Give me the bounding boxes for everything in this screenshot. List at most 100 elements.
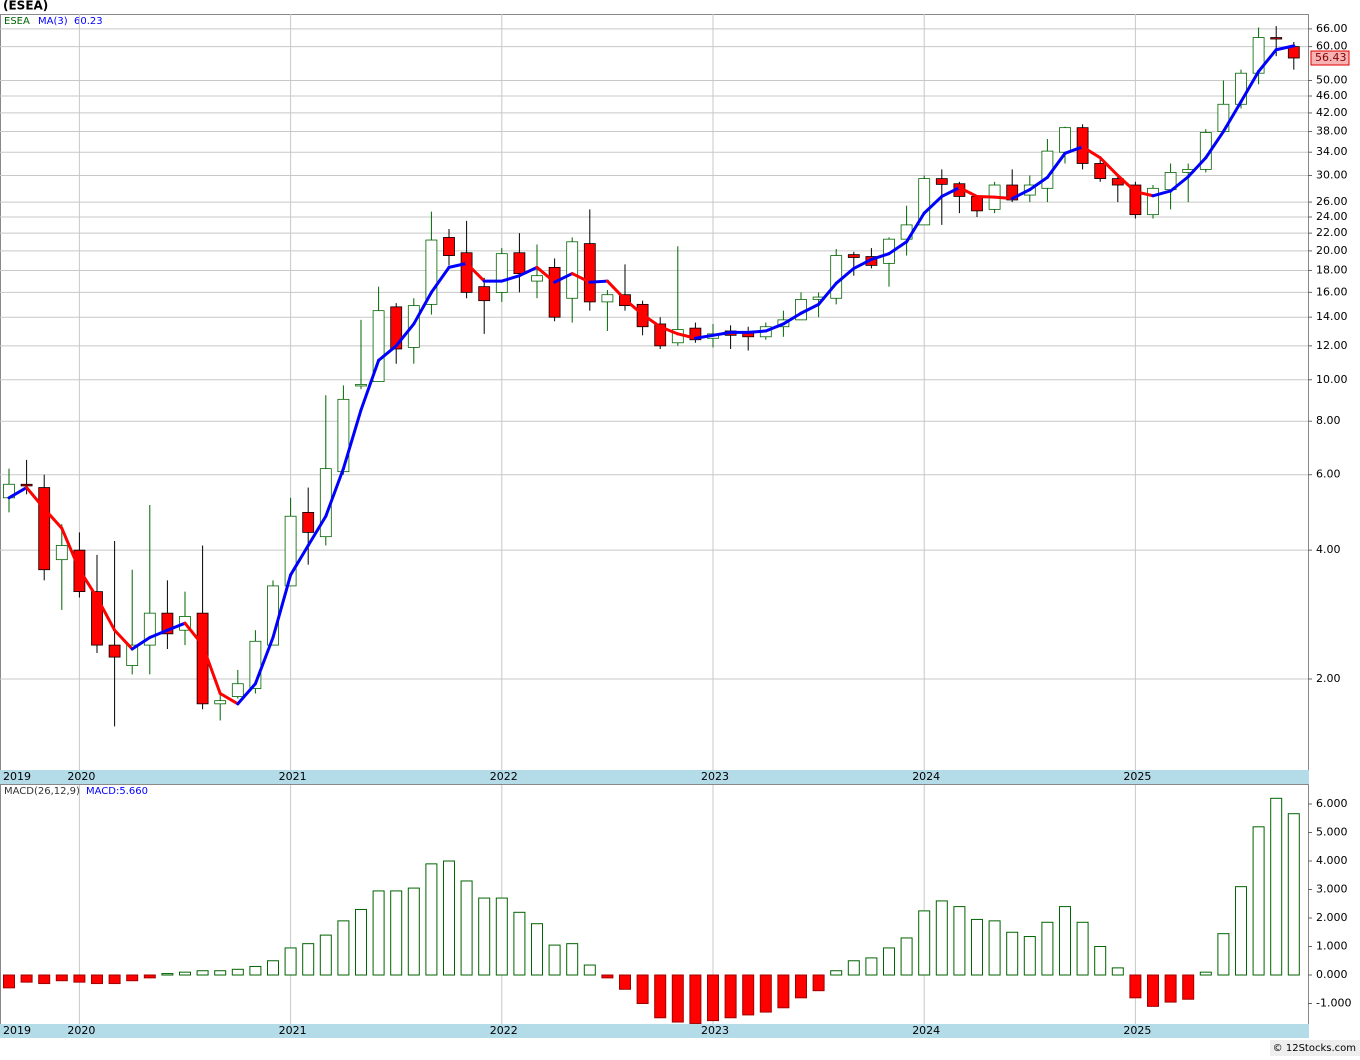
ma-line xyxy=(1186,156,1208,179)
macd-bar xyxy=(918,910,931,976)
candle-body xyxy=(1094,163,1107,180)
macd-bar xyxy=(284,947,297,976)
macd-bar xyxy=(900,937,913,976)
ma-line xyxy=(764,322,785,333)
macd-bar xyxy=(601,974,614,979)
macd-bar xyxy=(55,974,68,982)
candle-body xyxy=(372,310,385,383)
macd-bar xyxy=(742,974,755,1016)
macd-bar xyxy=(108,974,121,985)
y-tick-label: 2.00 xyxy=(1316,672,1341,685)
ma-line xyxy=(834,266,856,285)
y-tick-label: 10.00 xyxy=(1316,373,1348,386)
ma-line xyxy=(429,265,451,294)
y-tick-label: 5.000 xyxy=(1316,826,1348,839)
y-tick-label: 6.00 xyxy=(1316,468,1341,481)
macd-bar xyxy=(249,965,262,976)
x-tick-label: 2023 xyxy=(701,770,729,783)
macd-bar xyxy=(161,973,174,976)
ma-line xyxy=(77,568,99,600)
ma-line xyxy=(957,186,979,198)
ma-line xyxy=(377,344,398,362)
candle-body xyxy=(847,254,860,258)
ma-line xyxy=(887,240,909,256)
ma-line xyxy=(1133,190,1155,198)
macd-bar xyxy=(196,970,209,976)
ma-line xyxy=(324,467,345,518)
macd-bar xyxy=(654,974,667,1019)
macd-bar xyxy=(355,908,367,976)
ma-line xyxy=(271,573,293,640)
macd-bar xyxy=(689,974,702,1024)
footer-box xyxy=(1270,1040,1360,1056)
ma-line xyxy=(359,358,381,412)
y-tick-label: 16.00 xyxy=(1316,285,1348,298)
candle-body xyxy=(143,612,156,646)
macd-bar xyxy=(1111,967,1124,976)
macd-bar xyxy=(971,918,983,976)
macd-bar xyxy=(73,974,86,983)
candle-body xyxy=(20,483,33,487)
y-tick-label: 14.00 xyxy=(1316,310,1348,323)
ma-line xyxy=(394,322,416,348)
ma-line xyxy=(517,265,539,278)
candle-body xyxy=(443,237,455,256)
y-tick-label: 18.00 xyxy=(1316,263,1348,276)
y-tick-label: 8.00 xyxy=(1316,414,1341,427)
candle-body xyxy=(355,384,367,387)
macd-bar xyxy=(1076,921,1089,976)
macd-bar xyxy=(1252,826,1265,976)
x-tick-label: 2024 xyxy=(912,770,940,783)
ma-line xyxy=(1257,48,1278,73)
macd-bar xyxy=(1182,974,1195,1000)
time-band xyxy=(0,1024,1309,1038)
ma-line xyxy=(1274,44,1296,52)
ma-line xyxy=(676,332,697,340)
price-tag-label: 56.43 xyxy=(1315,51,1347,64)
x-tick-label: 2020 xyxy=(67,770,95,783)
ma-line xyxy=(940,186,961,198)
candle-body xyxy=(830,255,843,299)
ma-line xyxy=(60,526,81,572)
candle-body xyxy=(601,294,614,303)
macd-bar xyxy=(1164,974,1177,1003)
macd-bar xyxy=(20,974,33,983)
macd-bar xyxy=(495,897,508,976)
x-tick-label: 2019 xyxy=(3,1024,31,1037)
ma-line xyxy=(975,194,997,199)
y-tick-label: 22.00 xyxy=(1316,226,1348,239)
footer: © 12Stocks.com xyxy=(1273,1043,1356,1054)
candle-body xyxy=(1059,127,1071,153)
macd-bar xyxy=(566,943,579,976)
macd-bar xyxy=(267,960,279,976)
y-tick-label: 1.000 xyxy=(1316,940,1348,953)
ma-line xyxy=(1045,151,1067,179)
candle-body xyxy=(249,640,262,689)
macd-bar xyxy=(583,964,596,976)
macd-title: MACD(26,12,9) xyxy=(4,786,80,797)
ma-line xyxy=(165,621,187,632)
ma-line xyxy=(781,311,803,326)
ma-line xyxy=(1081,145,1102,160)
macd-bar xyxy=(1023,936,1036,976)
macd-bar xyxy=(372,890,385,976)
macd-bar xyxy=(1199,971,1212,976)
ma-line xyxy=(535,265,557,284)
ma-line xyxy=(869,252,891,261)
y-tick-label: 60.00 xyxy=(1316,40,1348,53)
x-tick-label: 2021 xyxy=(279,1024,307,1037)
y-tick-label: 34.00 xyxy=(1316,145,1348,158)
macd-bar xyxy=(302,943,315,976)
macd-bar xyxy=(724,974,737,1019)
ma-line xyxy=(113,628,134,651)
y-tick-label: 30.00 xyxy=(1316,168,1348,181)
macd-bar xyxy=(478,897,491,976)
ma-line xyxy=(852,257,873,270)
candle-body xyxy=(108,644,121,658)
macd-bar xyxy=(1147,974,1159,1007)
legend-ma: MA(3) xyxy=(38,16,68,27)
ma-line xyxy=(1010,188,1032,201)
macd-bar xyxy=(1059,906,1071,976)
ma-line xyxy=(588,279,609,284)
